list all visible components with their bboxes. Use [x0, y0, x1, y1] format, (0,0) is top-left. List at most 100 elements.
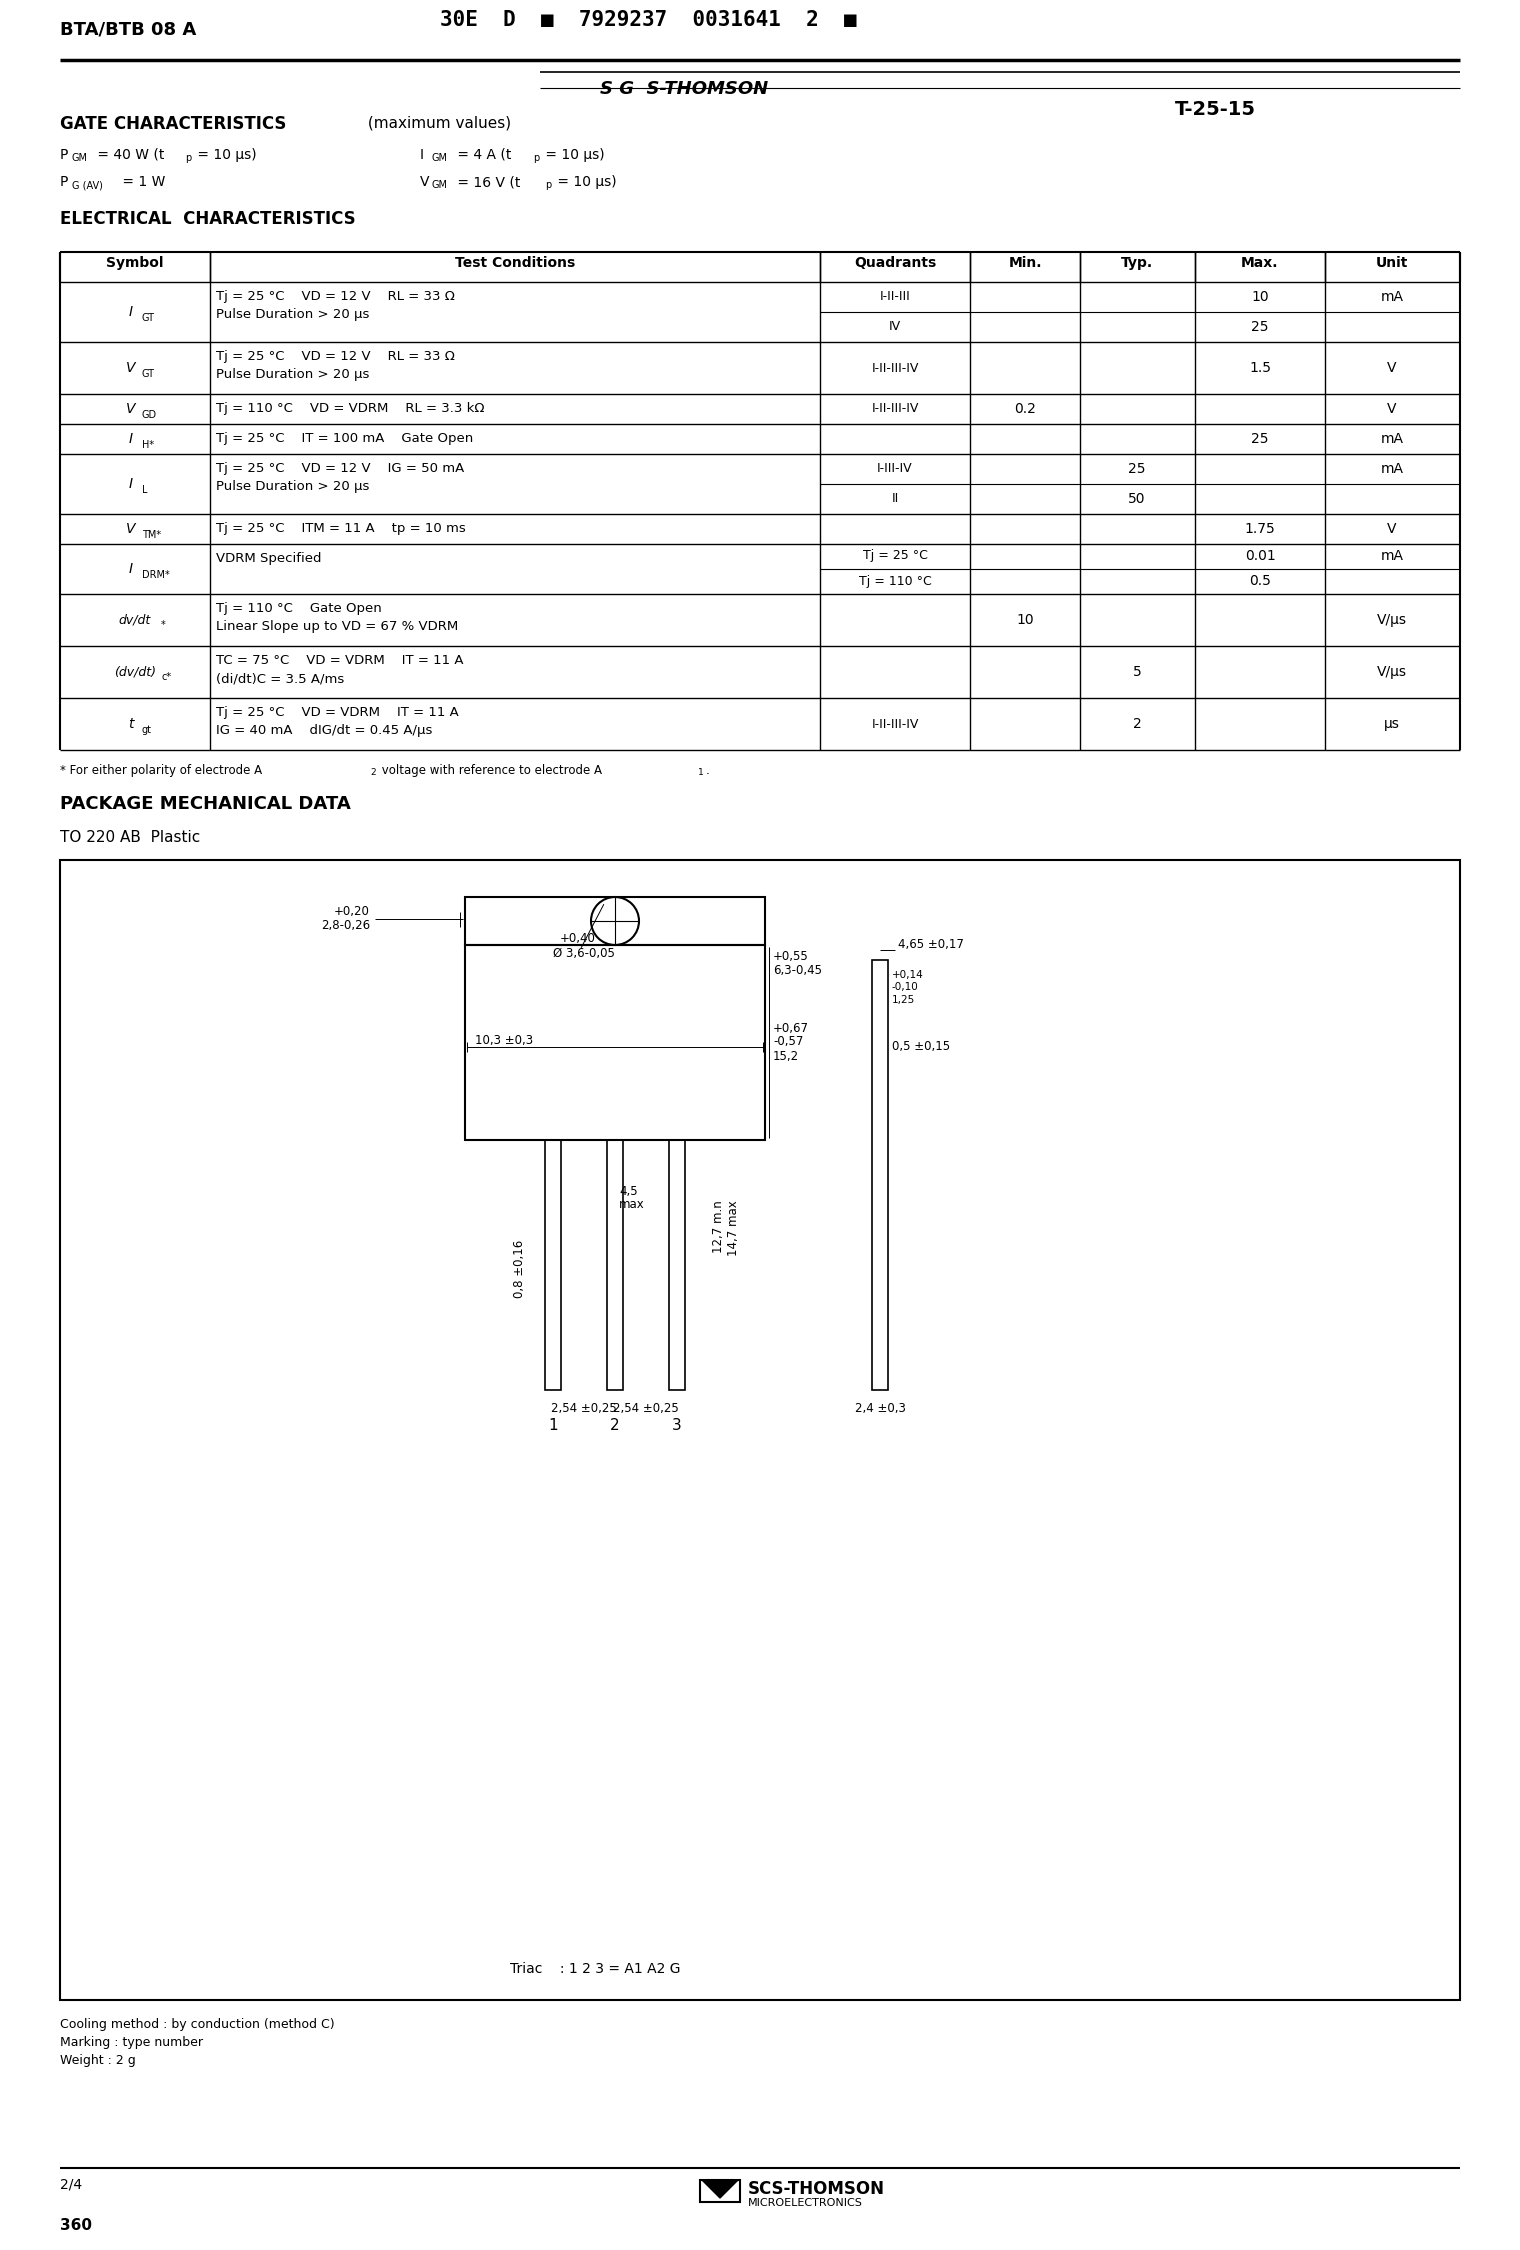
- Text: 1,25: 1,25: [892, 994, 915, 1006]
- Text: DRM*: DRM*: [141, 569, 170, 580]
- Bar: [546, 1141, 561, 1390]
- Bar: [606, 1141, 623, 1390]
- Text: I: I: [129, 306, 134, 319]
- Text: c*: c*: [161, 673, 172, 682]
- Text: 2,4 ±0,3: 2,4 ±0,3: [854, 1402, 906, 1415]
- Text: IV: IV: [889, 319, 901, 333]
- Text: p: p: [546, 180, 552, 189]
- Text: S G  S-THOMSON: S G S-THOMSON: [600, 81, 768, 99]
- Text: .: .: [705, 765, 710, 776]
- Text: -0,57: -0,57: [774, 1035, 804, 1048]
- Text: Triac    : 1 2 3 = A1 A2 G: Triac : 1 2 3 = A1 A2 G: [509, 1962, 681, 1976]
- Text: Pulse Duration > 20 μs: Pulse Duration > 20 μs: [216, 479, 369, 493]
- Text: II: II: [891, 493, 898, 506]
- Text: * For either polarity of electrode A: * For either polarity of electrode A: [59, 765, 261, 776]
- Text: T-25-15: T-25-15: [1175, 99, 1256, 119]
- Text: = 10 μs): = 10 μs): [553, 176, 617, 189]
- Text: +0,67: +0,67: [774, 1022, 809, 1035]
- Text: Tj = 25 °C    ITM = 11 A    tp = 10 ms: Tj = 25 °C ITM = 11 A tp = 10 ms: [216, 522, 465, 536]
- Text: Weight : 2 g: Weight : 2 g: [59, 2054, 135, 2068]
- Polygon shape: [702, 2180, 739, 2198]
- Text: mA: mA: [1380, 432, 1403, 446]
- Text: μs: μs: [1385, 718, 1400, 731]
- Text: Pulse Duration > 20 μs: Pulse Duration > 20 μs: [216, 369, 369, 380]
- Text: 2,54 ±0,25: 2,54 ±0,25: [613, 1402, 679, 1415]
- Text: V: V: [1388, 522, 1397, 536]
- Bar: [465, 898, 765, 945]
- Text: = 16 V (t: = 16 V (t: [453, 176, 520, 189]
- Text: 2: 2: [369, 767, 375, 776]
- Text: Linear Slope up to VD = 67 % VDRM: Linear Slope up to VD = 67 % VDRM: [216, 621, 458, 632]
- Text: I-II-III-IV: I-II-III-IV: [871, 362, 918, 374]
- Text: 0,8 ±0,16: 0,8 ±0,16: [512, 1240, 526, 1298]
- Text: V: V: [126, 403, 135, 416]
- Text: gt: gt: [141, 724, 152, 736]
- Text: I-III-IV: I-III-IV: [877, 464, 914, 475]
- Text: I: I: [129, 477, 134, 490]
- Text: *: *: [161, 621, 166, 630]
- Text: (maximum values): (maximum values): [363, 115, 511, 130]
- Text: mA: mA: [1380, 290, 1403, 304]
- Text: 1.5: 1.5: [1249, 360, 1271, 376]
- Text: TO 220 AB  Plastic: TO 220 AB Plastic: [59, 830, 201, 846]
- Bar: [669, 1141, 686, 1390]
- Text: Tj = 25 °C    IT = 100 mA    Gate Open: Tj = 25 °C IT = 100 mA Gate Open: [216, 432, 473, 446]
- Text: 6,3-0,45: 6,3-0,45: [774, 963, 822, 976]
- Text: +0,40: +0,40: [559, 932, 596, 945]
- Text: 0.5: 0.5: [1249, 574, 1271, 587]
- Text: 15,2: 15,2: [774, 1051, 800, 1062]
- Text: = 10 μs): = 10 μs): [193, 148, 257, 162]
- Text: 14,7 max: 14,7 max: [727, 1199, 740, 1256]
- Text: 1: 1: [549, 1418, 558, 1433]
- Text: V: V: [420, 176, 430, 189]
- Text: Symbol: Symbol: [106, 256, 164, 270]
- Text: 0,5 ±0,15: 0,5 ±0,15: [892, 1040, 950, 1053]
- Bar: [59, 860, 1461, 2000]
- Text: max: max: [619, 1197, 644, 1210]
- Text: TM*: TM*: [141, 531, 161, 540]
- Text: 360: 360: [59, 2218, 93, 2232]
- Text: L: L: [141, 486, 147, 495]
- Text: V: V: [1388, 403, 1397, 416]
- Text: IG = 40 mA    dIG/dt = 0.45 A/μs: IG = 40 mA dIG/dt = 0.45 A/μs: [216, 724, 432, 738]
- Text: 4,5: 4,5: [619, 1186, 637, 1197]
- Text: ELECTRICAL  CHARACTERISTICS: ELECTRICAL CHARACTERISTICS: [59, 209, 356, 227]
- Text: GM: GM: [71, 153, 88, 162]
- Text: p: p: [534, 153, 540, 162]
- Text: 25: 25: [1251, 432, 1269, 446]
- Text: 5: 5: [1132, 666, 1142, 680]
- Text: mA: mA: [1380, 461, 1403, 477]
- Text: MICROELECTRONICS: MICROELECTRONICS: [748, 2198, 863, 2207]
- Text: I: I: [129, 562, 134, 576]
- Text: Tj = 25 °C    VD = 12 V    IG = 50 mA: Tj = 25 °C VD = 12 V IG = 50 mA: [216, 461, 464, 475]
- Text: mA: mA: [1380, 549, 1403, 562]
- Text: voltage with reference to electrode A: voltage with reference to electrode A: [378, 765, 602, 776]
- Text: Min.: Min.: [1008, 256, 1041, 270]
- Bar: [465, 945, 765, 1141]
- Text: GM: GM: [432, 180, 448, 189]
- Text: dv/dt: dv/dt: [119, 614, 150, 626]
- Text: I: I: [420, 148, 424, 162]
- Text: V/μs: V/μs: [1377, 612, 1408, 628]
- Text: V: V: [126, 360, 135, 376]
- Text: 1.75: 1.75: [1245, 522, 1275, 536]
- Text: (di/dt)C = 3.5 A/ms: (di/dt)C = 3.5 A/ms: [216, 673, 344, 684]
- Text: 12,7 m.n: 12,7 m.n: [711, 1199, 725, 1253]
- Text: 2,54 ±0,25: 2,54 ±0,25: [552, 1402, 617, 1415]
- Text: GT: GT: [141, 369, 155, 378]
- Text: Max.: Max.: [1242, 256, 1278, 270]
- Text: 10,3 ±0,3: 10,3 ±0,3: [474, 1035, 534, 1046]
- Text: 30E  D  ■  7929237  0031641  2  ■: 30E D ■ 7929237 0031641 2 ■: [439, 9, 857, 29]
- Text: 25: 25: [1128, 461, 1146, 477]
- Text: 0.2: 0.2: [1014, 403, 1037, 416]
- Bar: [701, 2180, 740, 2203]
- Text: BTA/BTB 08 A: BTA/BTB 08 A: [59, 20, 196, 38]
- Text: Tj = 25 °C: Tj = 25 °C: [862, 549, 927, 562]
- Text: SCS-THOMSON: SCS-THOMSON: [748, 2180, 885, 2198]
- Text: t: t: [128, 718, 134, 731]
- Text: P: P: [59, 148, 68, 162]
- Text: Marking : type number: Marking : type number: [59, 2036, 204, 2050]
- Text: TC = 75 °C    VD = VDRM    IT = 11 A: TC = 75 °C VD = VDRM IT = 11 A: [216, 655, 464, 666]
- Text: I-II-III-IV: I-II-III-IV: [871, 718, 918, 731]
- Text: Tj = 110 °C    Gate Open: Tj = 110 °C Gate Open: [216, 603, 382, 614]
